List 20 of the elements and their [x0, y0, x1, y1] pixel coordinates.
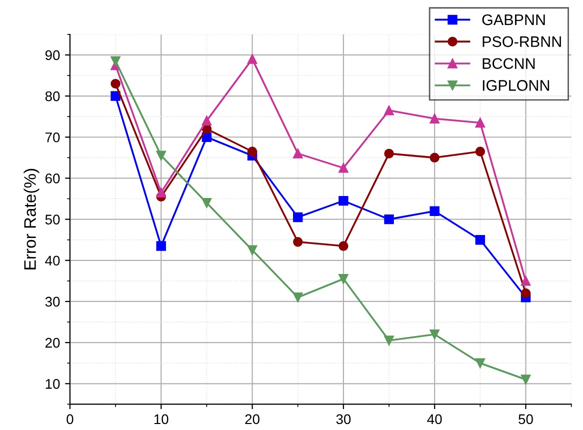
- legend-label: PSO-RBNN: [482, 36, 561, 48]
- legend-label: GABPNN: [482, 14, 545, 26]
- y-tick-label: 10: [46, 378, 60, 389]
- y-tick-label: 30: [45, 296, 60, 307]
- y-tick-label: 80: [45, 91, 60, 102]
- y-axis-title: Error Rate(%): [24, 168, 40, 270]
- x-tick-label: 50: [518, 414, 533, 424]
- x-tick-label: 30: [336, 414, 351, 424]
- y-tick-label: 90: [45, 50, 60, 60]
- y-tick-label: 40: [45, 256, 60, 266]
- y-tick-label: 60: [45, 174, 60, 184]
- x-tick-label: 40: [427, 414, 442, 424]
- x-tick-label: 10: [154, 414, 168, 424]
- legend-label: BCCNN: [482, 58, 535, 69]
- y-tick-label: 20: [45, 338, 60, 348]
- y-tick-label: 50: [45, 214, 60, 224]
- x-tick-label: 0: [66, 414, 74, 424]
- x-tick-label: 20: [245, 414, 260, 424]
- legend-label: IGPLONN: [482, 80, 550, 91]
- y-tick-label: 70: [46, 132, 60, 142]
